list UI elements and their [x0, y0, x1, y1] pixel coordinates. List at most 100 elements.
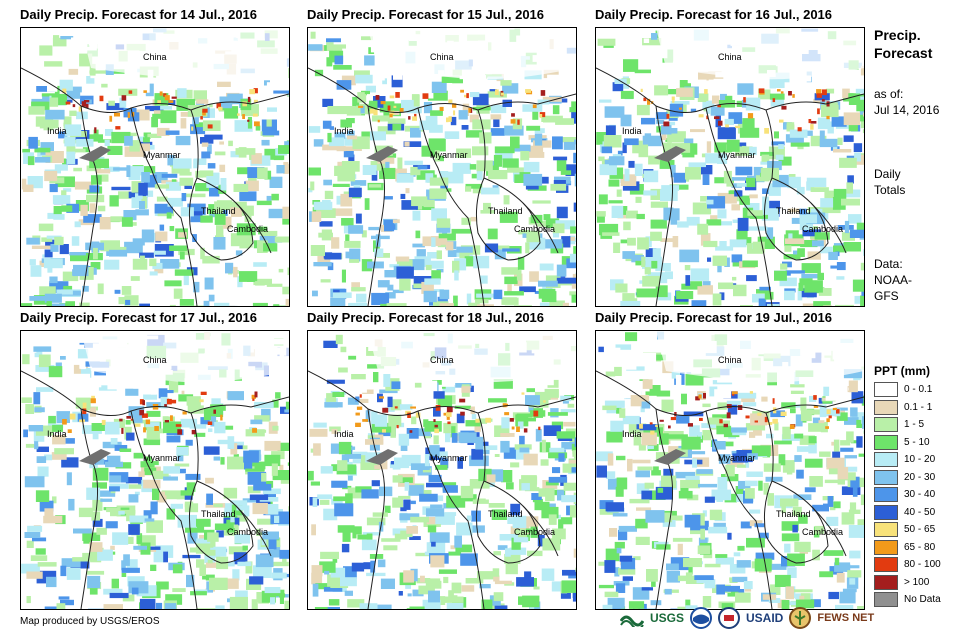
label-india: India — [334, 429, 354, 439]
label-cambodia: Cambodia — [227, 224, 269, 234]
label-china: China — [430, 355, 454, 365]
label-thailand: Thailand — [488, 509, 523, 519]
legend-swatch — [874, 539, 898, 555]
sidebar-title-line1: Precip. — [874, 27, 921, 43]
legend-label: 1 - 5 — [904, 419, 925, 431]
label-china: China — [718, 52, 742, 62]
sidebar-title-line2: Forecast — [874, 45, 933, 61]
legend-swatch — [874, 469, 898, 485]
legend-row: No Data — [874, 591, 941, 609]
asof-label: as of: — [874, 87, 904, 101]
fewsnet-logo-icon — [789, 607, 812, 629]
label-myanmar: Myanmar — [718, 453, 756, 463]
sidebar-data-source: Data: NOAA- GFS — [874, 256, 912, 304]
legend-label: 5 - 10 — [904, 436, 930, 448]
legend-row: 50 - 65 — [874, 521, 941, 539]
logo-strip: USGS USAID FEWS NET — [620, 607, 874, 629]
label-thailand: Thailand — [201, 509, 236, 519]
legend-label: 65 - 80 — [904, 541, 936, 553]
asof-date: Jul 14, 2016 — [874, 103, 940, 117]
precip-map: China India Myanmar Thailand Cambodia — [595, 27, 865, 307]
label-myanmar: Myanmar — [718, 150, 756, 160]
totals-line2: Totals — [874, 183, 906, 197]
precip-map: China India Myanmar Thailand Cambodia — [307, 27, 577, 307]
precip-map: China India Myanmar Thailand Cambodia — [307, 330, 577, 610]
label-myanmar: Myanmar — [143, 453, 181, 463]
label-cambodia: Cambodia — [802, 224, 844, 234]
data-line1: Data: — [874, 257, 903, 271]
legend-row: 10 - 20 — [874, 451, 941, 469]
label-myanmar: Myanmar — [430, 150, 468, 160]
legend-row: 30 - 40 — [874, 486, 941, 504]
usaid-seal-icon — [718, 607, 741, 629]
legend-label: 80 - 100 — [904, 559, 941, 571]
legend-swatch — [874, 592, 898, 608]
legend-row: 65 - 80 — [874, 539, 941, 557]
panel-title: Daily Precip. Forecast for 15 Jul., 2016 — [307, 7, 545, 22]
legend-row: > 100 — [874, 574, 941, 592]
legend: 0 - 0.1 0.1 - 1 1 - 5 5 - 10 10 - 20 20 - 30 3… — [874, 381, 941, 609]
label-thailand: Thailand — [488, 206, 523, 216]
label-china: China — [143, 52, 167, 62]
legend-label: > 100 — [904, 576, 930, 588]
label-cambodia: Cambodia — [514, 527, 556, 537]
usaid-logo-text: USAID — [746, 611, 784, 625]
legend-row: 80 - 100 — [874, 556, 941, 574]
legend-swatch — [874, 504, 898, 520]
panel-title: Daily Precip. Forecast for 14 Jul., 2016 — [20, 7, 258, 22]
label-cambodia: Cambodia — [802, 527, 844, 537]
totals-line1: Daily — [874, 167, 901, 181]
sidebar-totals: Daily Totals — [874, 166, 905, 198]
label-india: India — [47, 429, 67, 439]
label-myanmar: Myanmar — [143, 150, 181, 160]
legend-swatch — [874, 522, 898, 538]
label-china: China — [430, 52, 454, 62]
precip-map-graphic — [308, 331, 576, 609]
legend-row: 1 - 5 — [874, 416, 941, 434]
precip-map-graphic — [21, 28, 289, 306]
precip-map: China India Myanmar Thailand Cambodia — [20, 330, 290, 610]
usgs-logo-text: USGS — [650, 611, 685, 625]
legend-label: 0 - 0.1 — [904, 384, 933, 396]
precip-map-graphic — [308, 28, 576, 306]
precip-map: China India Myanmar Thailand Cambodia — [20, 27, 290, 307]
data-line2: NOAA- — [874, 273, 913, 287]
legend-swatch — [874, 557, 898, 573]
legend-label: 10 - 20 — [904, 454, 936, 466]
panel-title: Daily Precip. Forecast for 17 Jul., 2016 — [20, 310, 258, 325]
usgs-logo-icon — [620, 615, 644, 627]
legend-row: 20 - 30 — [874, 469, 941, 487]
legend-swatch — [874, 399, 898, 415]
precip-map-graphic — [21, 331, 289, 609]
label-china: China — [143, 355, 167, 365]
legend-swatch — [874, 382, 898, 398]
label-india: India — [334, 126, 354, 136]
legend-title: PPT (mm) — [874, 364, 931, 378]
legend-label: No Data — [904, 594, 941, 606]
legend-row: 0 - 0.1 — [874, 381, 941, 399]
panel-title: Daily Precip. Forecast for 16 Jul., 2016 — [595, 7, 833, 22]
label-india: India — [47, 126, 67, 136]
legend-label: 20 - 30 — [904, 471, 936, 483]
legend-row: 40 - 50 — [874, 504, 941, 522]
precip-map: China India Myanmar Thailand Cambodia — [595, 330, 865, 610]
sidebar-asof: as of: Jul 14, 2016 — [874, 86, 939, 118]
label-myanmar: Myanmar — [430, 453, 468, 463]
label-thailand: Thailand — [201, 206, 236, 216]
legend-label: 40 - 50 — [904, 506, 936, 518]
label-thailand: Thailand — [776, 206, 811, 216]
label-india: India — [622, 126, 642, 136]
label-india: India — [622, 429, 642, 439]
sidebar-title: Precip. Forecast — [874, 26, 932, 62]
legend-swatch — [874, 434, 898, 450]
legend-swatch — [874, 487, 898, 503]
legend-row: 5 - 10 — [874, 434, 941, 452]
label-cambodia: Cambodia — [227, 527, 269, 537]
label-thailand: Thailand — [776, 509, 811, 519]
panel-title: Daily Precip. Forecast for 18 Jul., 2016 — [307, 310, 545, 325]
data-line3: GFS — [874, 289, 899, 303]
label-china: China — [718, 355, 742, 365]
legend-swatch — [874, 574, 898, 590]
precip-map-graphic — [596, 331, 864, 609]
noaa-logo-icon — [690, 607, 713, 629]
